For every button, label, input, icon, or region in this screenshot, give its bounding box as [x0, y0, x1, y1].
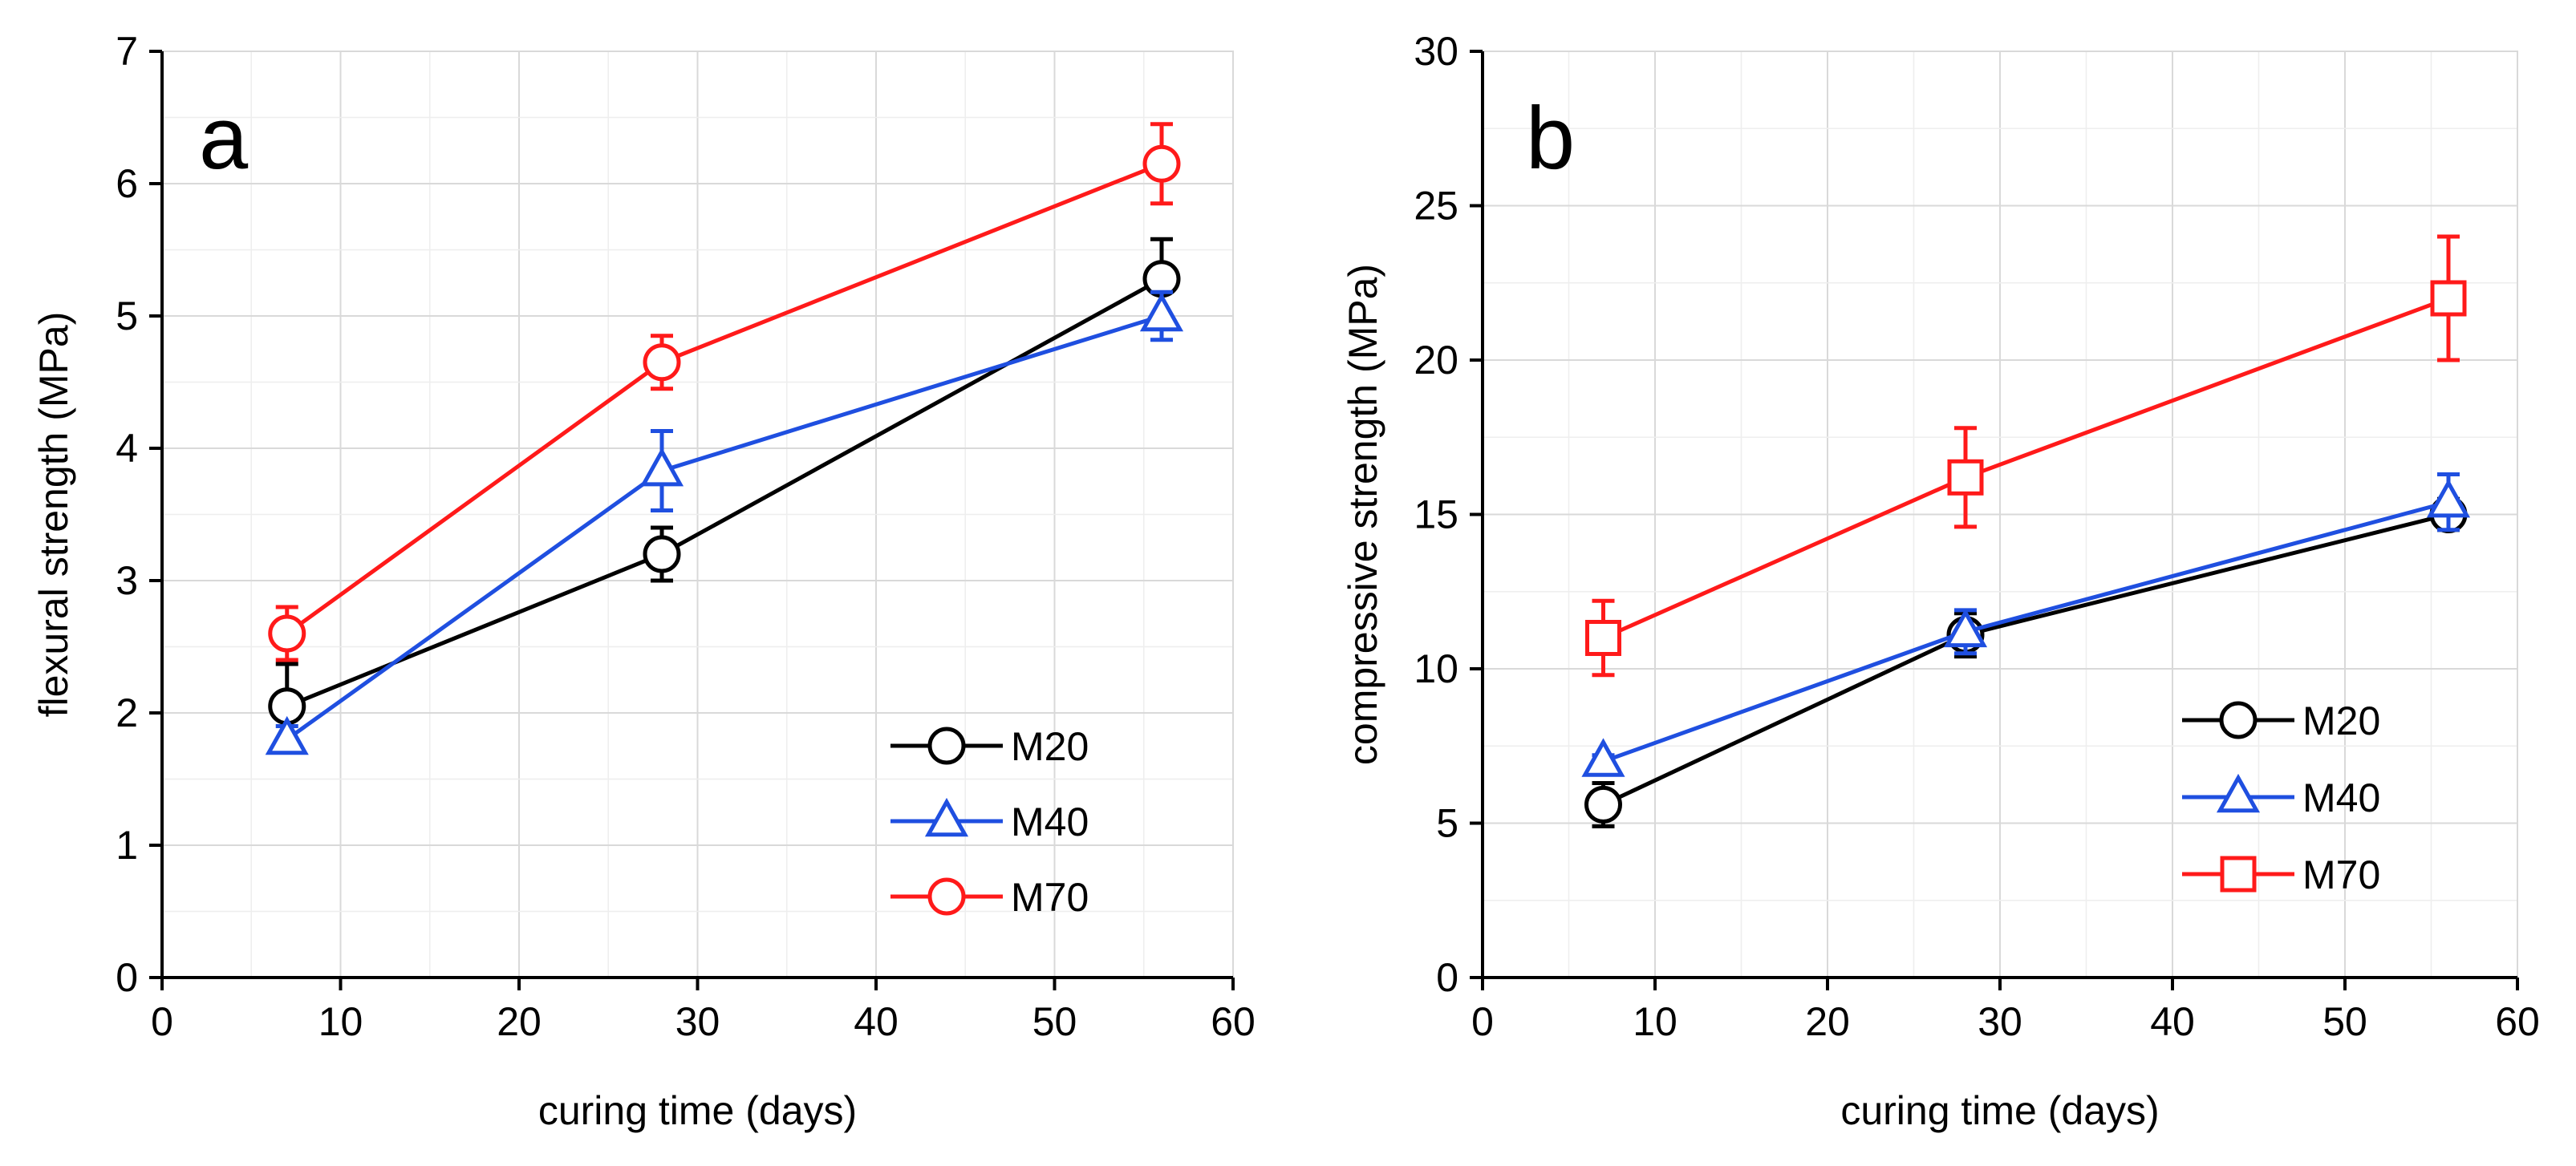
data-point [643, 343, 681, 382]
y-tick-label: 7 [116, 29, 138, 74]
x-tick-label: 40 [2150, 999, 2195, 1044]
legend-marker [924, 797, 969, 837]
data-point [1947, 459, 1984, 496]
y-tick-label: 25 [1414, 184, 1458, 229]
series-m70 [268, 122, 1181, 662]
x-tick-label: 30 [675, 999, 720, 1044]
x-tick-label: 50 [1032, 999, 1077, 1044]
series-line [286, 161, 1162, 636]
series-m40 [1581, 472, 2471, 777]
y-tick-label: 4 [116, 426, 138, 471]
panel-letter: a [199, 89, 249, 188]
legend-label: M40 [1011, 800, 1089, 844]
series-m70 [1585, 234, 2467, 678]
x-tick-label: 10 [1633, 999, 1677, 1044]
x-tick-label: 0 [1471, 999, 1494, 1044]
series-m40 [265, 289, 1184, 755]
data-point [1139, 292, 1184, 332]
data-point [1142, 144, 1181, 183]
x-tick-label: 60 [1211, 999, 1256, 1044]
data-point [1584, 785, 1622, 824]
legend-label: M70 [1011, 875, 1089, 920]
panel-a: 0 10 20 30 40 50 60 0 1 2 3 4 5 6 7 curing time (days) f… [31, 29, 1256, 1133]
grid [162, 51, 1233, 978]
legend-marker [2220, 856, 2257, 893]
y-tick-label: 0 [116, 955, 138, 1000]
legend-label: M70 [2302, 852, 2380, 897]
panel-b: 0 10 20 30 40 50 60 0 5 10 15 20 25 30 curing time (da… [1341, 29, 2540, 1133]
y-tick-label: 15 [1414, 492, 1458, 537]
legend: M20 M40 M70 [890, 724, 1089, 920]
x-axis-title: curing time (days) [1840, 1088, 2159, 1133]
series-line [1602, 512, 2449, 807]
y-tick-label: 1 [116, 823, 138, 868]
data-point [2426, 478, 2471, 518]
series-m20 [268, 237, 1181, 751]
data-point [1585, 620, 1621, 656]
legend-marker [927, 877, 966, 916]
data-point [1581, 738, 1625, 777]
y-tick-label: 10 [1414, 646, 1458, 691]
data-point [265, 715, 309, 755]
x-axis-title: curing time (days) [538, 1088, 857, 1133]
data-point [643, 535, 681, 573]
y-axis-title: flexural strength (MPa) [31, 312, 76, 718]
legend-label: M40 [2302, 775, 2380, 820]
y-tick-label: 2 [116, 690, 138, 735]
y-axis-title: compressive strength (MPa) [1341, 264, 1385, 765]
data-point [1943, 608, 1988, 648]
data-point [268, 614, 306, 653]
data-point [2430, 280, 2467, 317]
x-tick-label: 50 [2322, 999, 2367, 1044]
y-tick-label: 30 [1414, 29, 1458, 74]
panel-letter: b [1526, 89, 1575, 188]
legend-label: M20 [1011, 724, 1089, 769]
legend: M20 M40 M70 [2182, 698, 2380, 897]
x-tick-label: 30 [1978, 999, 2022, 1044]
x-tick-label: 0 [151, 999, 173, 1044]
legend-marker [2216, 773, 2261, 813]
y-tick-label: 6 [116, 161, 138, 206]
x-tick-label: 20 [497, 999, 542, 1044]
y-tick-label: 5 [1436, 801, 1458, 846]
series-line [1602, 296, 2449, 640]
x-tick-label: 20 [1805, 999, 1850, 1044]
data-point [639, 447, 684, 487]
x-tick-label: 40 [854, 999, 899, 1044]
y-tick-label: 3 [116, 558, 138, 603]
series-line [286, 314, 1162, 742]
x-tick-label: 10 [318, 999, 363, 1044]
y-tick-label: 5 [116, 294, 138, 338]
grid [1483, 51, 2517, 978]
x-tick-label: 60 [2495, 999, 2540, 1044]
y-tick-label: 0 [1436, 955, 1458, 1000]
series-line [286, 277, 1163, 709]
legend-marker [927, 727, 966, 765]
y-tick-label: 20 [1414, 338, 1458, 383]
legend-marker [2219, 701, 2258, 739]
legend-label: M20 [2302, 698, 2380, 743]
